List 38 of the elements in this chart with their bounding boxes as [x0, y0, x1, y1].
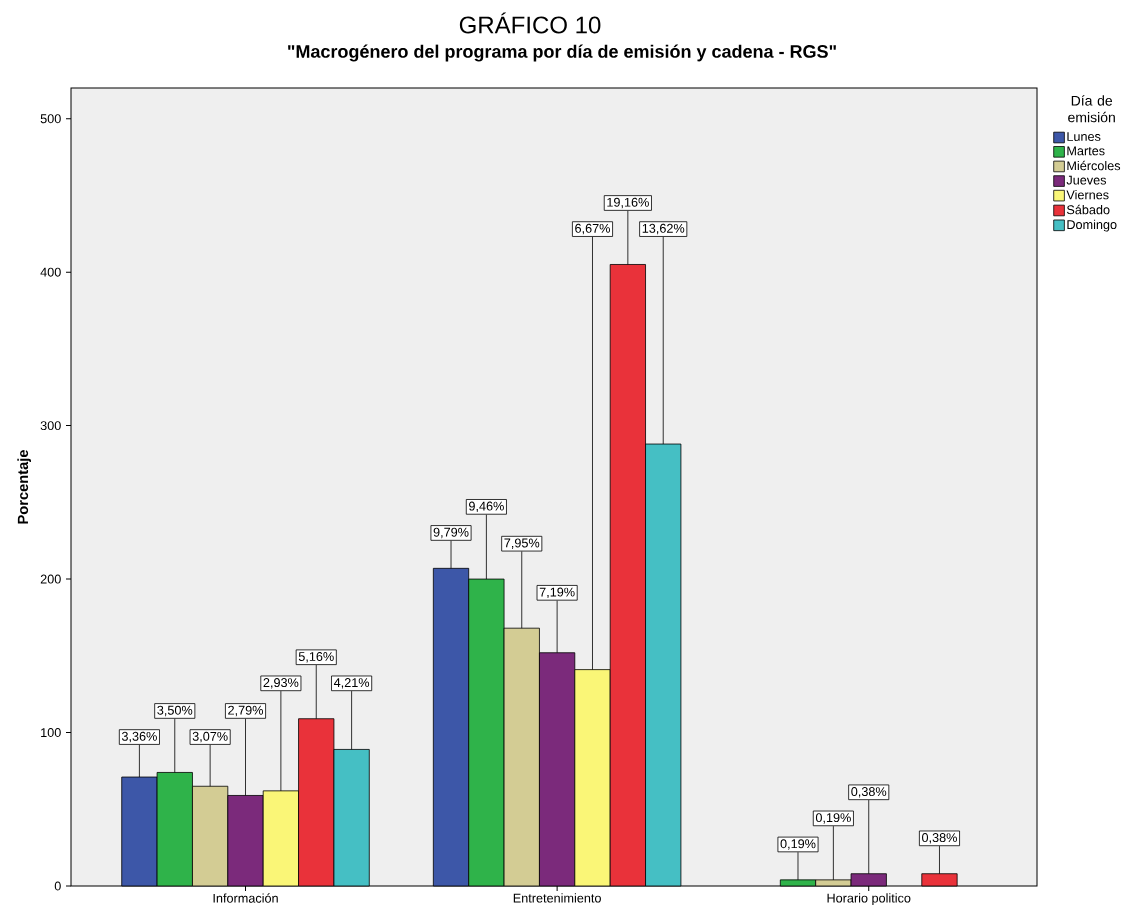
- annotation: 2,79%: [228, 705, 264, 717]
- chart-subtitle: "Macrogénero del programa por día de emisión y cadena - RGS": [288, 44, 836, 62]
- y-tick-label: 0: [54, 881, 61, 891]
- legend-label: Miércoles: [1067, 160, 1121, 171]
- chart-title: GRÁFICO 10: [459, 12, 601, 34]
- annotation: 2,93%: [263, 678, 299, 689]
- legend-label: Jueves: [1066, 175, 1107, 185]
- annotation: 13,62%: [642, 223, 685, 235]
- legend-label: Sábado: [1066, 204, 1110, 215]
- annotation: 9,79%: [433, 527, 469, 539]
- annotation: 4,21%: [333, 678, 370, 689]
- y-tick-label: 100: [41, 728, 61, 738]
- x-tick-label: Información: [213, 893, 278, 903]
- annotation: 3,36%: [121, 731, 157, 743]
- x-tick-label: Entretenimiento: [513, 893, 601, 903]
- annotation: 9,46%: [469, 501, 504, 513]
- annotation: 3,50%: [157, 705, 193, 717]
- annotation: 19,16%: [607, 197, 649, 209]
- legend-title: Día de emisión: [1068, 95, 1115, 123]
- legend-label: Lunes: [1067, 132, 1101, 141]
- annotation: 0,19%: [780, 839, 816, 850]
- annotation: 5,16%: [298, 652, 334, 663]
- x-tick-label: Horario politico: [827, 893, 911, 906]
- legend-label: Martes: [1067, 146, 1105, 156]
- annotation: 6,67%: [575, 223, 610, 235]
- annotation: 7,19%: [539, 587, 575, 599]
- y-axis-title: Porcentaje: [17, 450, 31, 524]
- y-tick-label: 500: [40, 114, 61, 124]
- annotation: 0,38%: [922, 833, 957, 844]
- y-tick-label: 400: [40, 267, 61, 277]
- annotation: 7,95%: [504, 538, 540, 549]
- annotation: 0,38%: [851, 787, 887, 798]
- legend-label: Viernes: [1066, 190, 1109, 200]
- y-tick-label: 200: [40, 574, 61, 584]
- annotation: 0,19%: [815, 813, 851, 824]
- annotation: 3,07%: [192, 731, 228, 743]
- legend-label: Domingo: [1067, 219, 1117, 232]
- y-tick-label: 300: [40, 421, 61, 431]
